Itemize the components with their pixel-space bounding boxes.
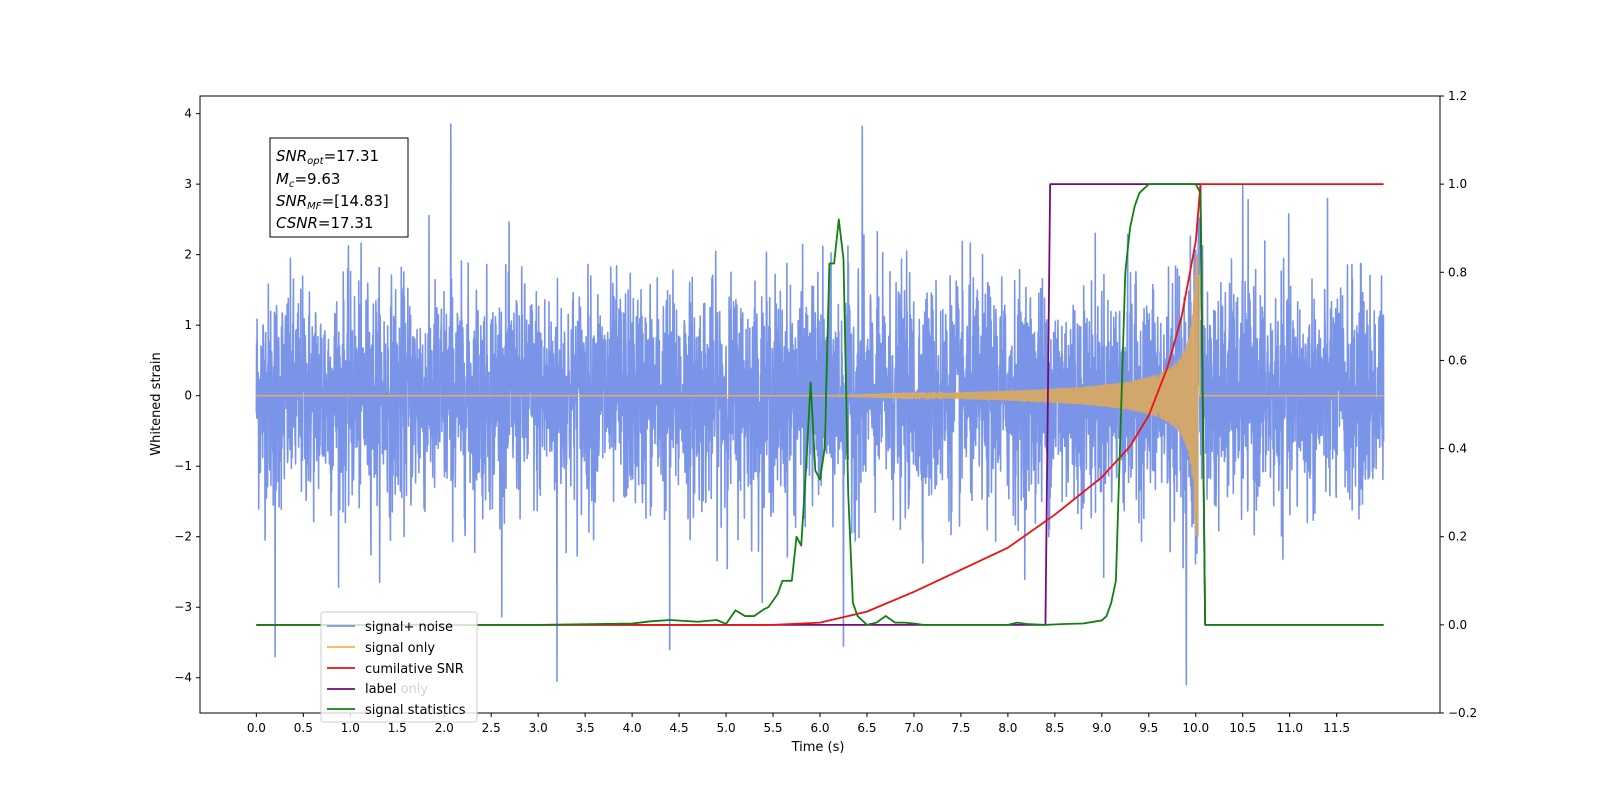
right-y-tick-label: −0.2	[1448, 706, 1477, 720]
x-tick-label: 4.5	[670, 721, 689, 735]
right-y-tick-label: 1.0	[1448, 177, 1467, 191]
legend-label-signal-statistics: signal statistics	[365, 703, 466, 718]
x-tick-label: 9.5	[1139, 721, 1158, 735]
x-axis-ticks: 0.0 0.5 1.0 1.5 2.0 2.5 3.0 3.5 4.0 4.5 5.0 5.5 6.0 6…	[247, 713, 1350, 735]
x-tick-label: 1.5	[388, 721, 407, 735]
left-y-tick-label: 0	[184, 389, 192, 403]
series-cumulative-snr-line	[256, 183, 1384, 626]
annotation-box: SNRopt=17.31 Mc=9.63 SNRMF=[14.83] CSNR=…	[269, 137, 409, 238]
series-signal-statistics-line	[256, 183, 1384, 626]
x-tick-label: 7.0	[904, 721, 923, 735]
right-y-tick-label: 0.2	[1448, 530, 1467, 544]
annotation-line-snr-opt: SNRopt=17.31	[276, 147, 379, 167]
annotation-line-csnr: CSNR=17.31	[276, 214, 373, 232]
legend-label-label: label	[365, 682, 396, 697]
x-tick-label: 8.5	[1045, 721, 1064, 735]
y-axis-label: Whitened strain	[149, 352, 164, 455]
x-tick-label: 6.5	[857, 721, 876, 735]
annotation-frame	[269, 137, 409, 238]
x-tick-label: 11.0	[1276, 721, 1303, 735]
x-tick-label: 10.5	[1229, 721, 1256, 735]
x-tick-label: 2.5	[482, 721, 501, 735]
right-axis-ticks: 1.2 1.0 0.8 0.6 0.4 0.2 0.0 −0.2	[1440, 89, 1477, 720]
right-y-tick-label: 0.4	[1448, 442, 1467, 456]
left-axis-ticks: 4 3 2 1 0 −1 −2 −3 −4	[174, 107, 200, 685]
x-tick-label: 7.5	[951, 721, 970, 735]
right-y-tick-label: 1.2	[1448, 89, 1467, 103]
legend: signal+ noise signal only cumilative SNR…	[320, 611, 478, 723]
x-tick-label: 9.0	[1092, 721, 1111, 735]
left-y-tick-label: −2	[174, 530, 192, 544]
legend-hidden-label-only: label only	[365, 682, 428, 697]
x-tick-label: 0.0	[247, 721, 266, 735]
legend-label-signal-noise: signal+ noise	[365, 620, 453, 635]
right-y-tick-label: 0.8	[1448, 265, 1467, 279]
series-signal-only-envelope	[820, 254, 1200, 537]
x-tick-label: 3.5	[576, 721, 595, 735]
x-tick-label: 5.0	[717, 721, 736, 735]
legend-label-cumulative-snr: cumilative SNR	[365, 662, 464, 677]
annotation-line-mc: Mc=9.63	[276, 170, 340, 190]
right-y-tick-label: 0.0	[1448, 618, 1467, 632]
series-layer	[255, 123, 1385, 686]
left-y-tick-label: 2	[184, 248, 192, 262]
annotation-line-snr-mf: SNRMF=[14.83]	[276, 192, 389, 212]
left-y-tick-label: 3	[184, 177, 192, 191]
left-y-tick-label: 1	[184, 318, 192, 332]
left-y-tick-label: −4	[174, 671, 192, 685]
x-axis-label: Time (s)	[791, 740, 845, 755]
legend-label-signal-only: signal only	[365, 641, 435, 656]
x-tick-label: 4.0	[623, 721, 642, 735]
series-signal-noise-line	[255, 123, 1385, 686]
x-tick-label: 5.5	[763, 721, 782, 735]
x-tick-label: 8.0	[998, 721, 1017, 735]
left-y-tick-label: −3	[174, 600, 192, 614]
right-y-tick-label: 0.6	[1448, 353, 1467, 367]
x-tick-label: 1.0	[341, 721, 360, 735]
x-tick-label: 3.0	[529, 721, 548, 735]
left-y-tick-label: −1	[174, 459, 192, 473]
x-tick-label: 6.0	[810, 721, 829, 735]
x-tick-label: 10.0	[1182, 721, 1209, 735]
x-tick-label: 11.5	[1323, 721, 1350, 735]
x-tick-label: 2.0	[435, 721, 454, 735]
legend-frame	[320, 611, 478, 723]
x-tick-label: 0.5	[294, 721, 313, 735]
left-y-tick-label: 4	[184, 107, 192, 121]
